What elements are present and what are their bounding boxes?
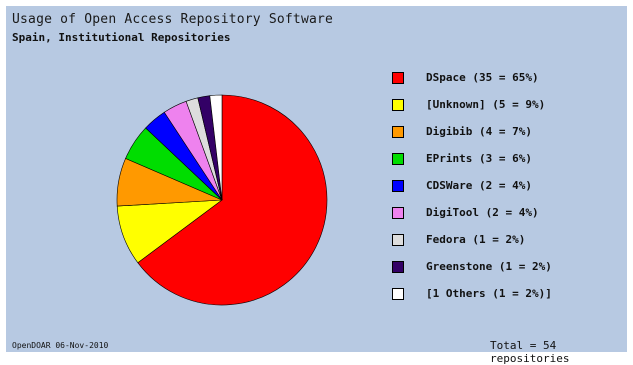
legend-label: Fedora (1 = 2%) — [426, 233, 526, 246]
legend-swatch — [392, 207, 404, 219]
legend-item: DSpace (35 = 65%) — [392, 71, 622, 87]
legend-label: Digibib (4 = 7%) — [426, 125, 532, 138]
legend-swatch — [392, 126, 404, 138]
legend-label: EPrints (3 = 6%) — [426, 152, 532, 165]
legend-swatch — [392, 288, 404, 300]
legend-item: DigiTool (2 = 4%) — [392, 206, 622, 222]
legend-item: Greenstone (1 = 2%) — [392, 260, 622, 276]
legend-item: EPrints (3 = 6%) — [392, 152, 622, 168]
chart-subtitle: Spain, Institutional Repositories — [12, 31, 231, 44]
legend-label: Greenstone (1 = 2%) — [426, 260, 552, 273]
legend-swatch — [392, 72, 404, 84]
legend-label: [1 Others (1 = 2%)] — [426, 287, 552, 300]
pie-slice-8 — [209, 94, 223, 201]
legend-item: Fedora (1 = 2%) — [392, 233, 622, 249]
legend-swatch — [392, 180, 404, 192]
legend-swatch — [392, 234, 404, 246]
legend-swatch — [392, 261, 404, 273]
legend-swatch — [392, 153, 404, 165]
legend-label: DigiTool (2 = 4%) — [426, 206, 539, 219]
total-note: Total = 54 repositories — [490, 339, 570, 365]
legend-item: [Unknown] (5 = 9%) — [392, 98, 622, 114]
legend-swatch — [392, 99, 404, 111]
legend-label: DSpace (35 = 65%) — [426, 71, 539, 84]
legend-item: [1 Others (1 = 2%)] — [392, 287, 622, 303]
chart-frame: Usage of Open Access Repository Software… — [6, 6, 627, 365]
legend-item: CDSWare (2 = 4%) — [392, 179, 622, 195]
pie-slice-0 — [137, 94, 328, 306]
chart-title: Usage of Open Access Repository Software — [12, 12, 334, 27]
source-note: OpenDOAR 06-Nov-2010 — [12, 341, 109, 350]
legend-label: CDSWare (2 = 4%) — [426, 179, 532, 192]
pie-chart — [116, 94, 328, 306]
pie-slices — [116, 94, 328, 306]
legend-label: [Unknown] (5 = 9%) — [426, 98, 546, 111]
legend-item: Digibib (4 = 7%) — [392, 125, 622, 141]
